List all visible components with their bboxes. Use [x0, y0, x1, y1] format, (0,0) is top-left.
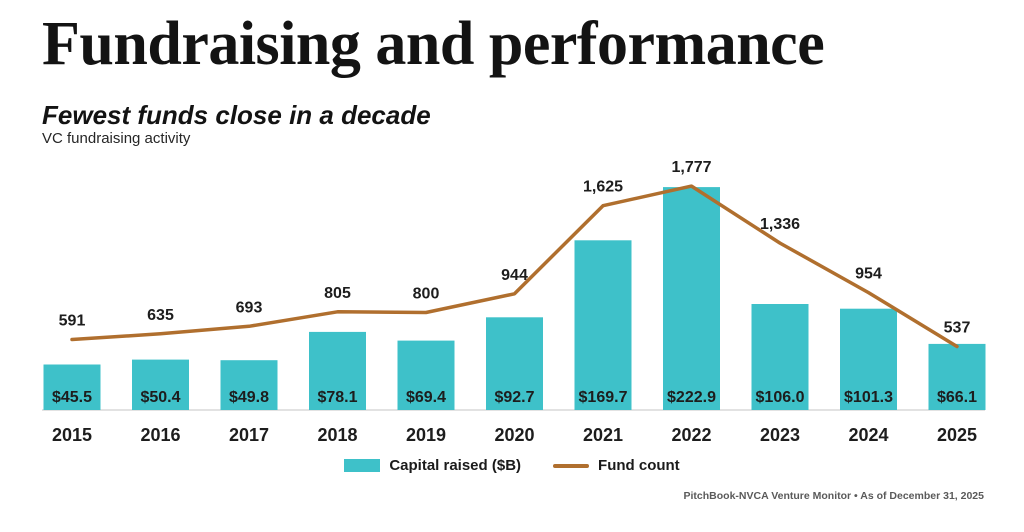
capital-raised-value-2017: $49.8	[229, 389, 269, 406]
chart-legend: Capital raised ($B) Fund count	[0, 457, 1024, 474]
capital-raised-value-2020: $92.7	[494, 389, 534, 406]
legend-item-capital-raised: Capital raised ($B)	[344, 457, 521, 474]
fund-count-value-2022: 1,777	[671, 159, 711, 176]
x-tick-2025: 2025	[937, 425, 977, 445]
fund-count-value-2020: 944	[501, 267, 528, 284]
x-tick-2019: 2019	[406, 425, 446, 445]
legend-label-fund-count: Fund count	[598, 457, 680, 474]
fund-count-value-2021: 1,625	[583, 179, 623, 196]
capital-raised-value-2024: $101.3	[844, 389, 893, 406]
x-tick-2015: 2015	[52, 425, 92, 445]
x-tick-2023: 2023	[760, 425, 800, 445]
bar-2023	[751, 304, 809, 410]
capital-raised-value-2022: $222.9	[667, 389, 716, 406]
x-tick-2017: 2017	[229, 425, 269, 445]
fund-count-swatch	[553, 463, 590, 468]
fund-count-value-2019: 800	[413, 286, 440, 303]
capital-raised-value-2023: $106.0	[756, 389, 805, 406]
bar-2017	[220, 360, 278, 410]
capital-raised-value-2016: $50.4	[140, 389, 180, 406]
bar-2018	[309, 331, 366, 410]
legend-label-capital-raised: Capital raised ($B)	[389, 457, 522, 474]
bar-2021	[574, 240, 632, 410]
fund-count-value-2023: 1,336	[760, 216, 800, 233]
legend-item-fund-count: Fund count	[553, 457, 680, 474]
fund-count-line	[70, 184, 959, 349]
bar-2022	[663, 187, 720, 410]
bar-2019	[397, 340, 455, 410]
bar-2024	[840, 308, 897, 410]
capital-raised-value-2019: $69.4	[406, 389, 446, 406]
x-tick-2020: 2020	[494, 425, 534, 445]
source-note: PitchBook-NVCA Venture Monitor • As of D…	[683, 490, 984, 502]
capital-raised-value-2018: $78.1	[317, 389, 357, 406]
x-tick-2024: 2024	[848, 425, 888, 445]
chart-subtitle: Fewest funds close in a decade	[42, 100, 431, 130]
fund-count-value-2024: 954	[855, 266, 882, 283]
bar-2020	[486, 317, 543, 410]
fund-count-value-2016: 635	[147, 307, 174, 324]
page-title: Fundraising and performance	[42, 10, 825, 78]
fund-count-value-2018: 805	[324, 285, 351, 302]
capital-raised-swatch	[344, 459, 381, 472]
fund-count-value-2017: 693	[236, 299, 263, 316]
fund-count-value-2025: 537	[944, 320, 971, 337]
x-tick-2021: 2021	[583, 425, 623, 445]
x-tick-2022: 2022	[671, 425, 711, 445]
capital-raised-value-2025: $66.1	[937, 389, 977, 406]
bar-2015	[43, 364, 101, 410]
bar-2025	[928, 343, 986, 410]
x-tick-2016: 2016	[140, 425, 180, 445]
fund-count-value-2015: 591	[59, 313, 86, 330]
bar-2016	[132, 359, 189, 410]
capital-raised-value-2021: $169.7	[579, 389, 628, 406]
chart-series-caption: VC fundraising activity	[42, 130, 191, 147]
x-tick-2018: 2018	[317, 425, 357, 445]
capital-raised-value-2015: $45.5	[52, 389, 92, 406]
